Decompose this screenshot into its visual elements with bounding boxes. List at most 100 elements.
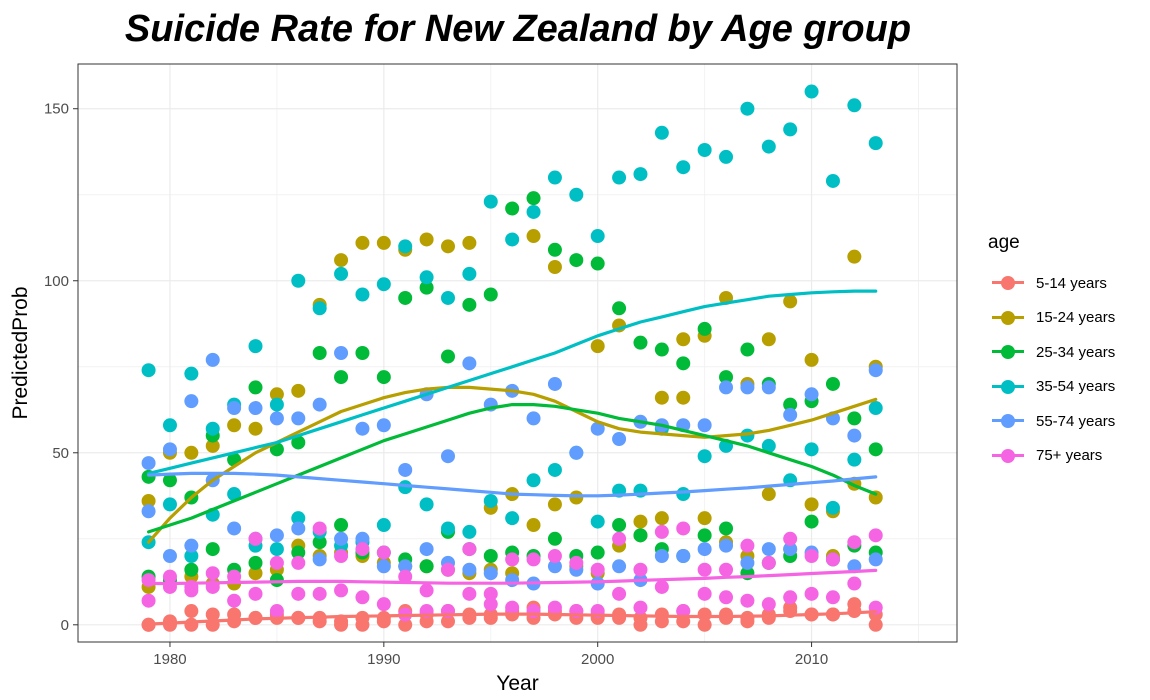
point-25-34-years (248, 555, 263, 570)
point-35-54-years (269, 542, 284, 557)
point-75plus-years (334, 548, 349, 563)
point-55-74-years (312, 552, 327, 567)
point-75plus-years (419, 583, 434, 598)
point-75plus-years (547, 548, 562, 563)
point-15-24-years (633, 514, 648, 529)
point-35-54-years (547, 170, 562, 185)
point-55-74-years (334, 346, 349, 360)
point-75plus-years (398, 569, 413, 584)
point-55-74-years (719, 380, 734, 395)
point-25-34-years (612, 518, 627, 533)
point-35-54-years (612, 170, 627, 185)
point-75plus-years (227, 569, 242, 584)
point-55-74-years (355, 531, 370, 546)
point-75plus-years (312, 586, 327, 601)
legend-label: 35-54 years (1036, 378, 1116, 396)
point-15-24-years (462, 235, 477, 250)
point-35-54-years (248, 339, 263, 354)
point-75plus-years (291, 555, 306, 570)
point-75plus-years (547, 600, 562, 615)
point-55-74-years (141, 504, 156, 519)
point-55-74-years (162, 548, 177, 563)
point-75plus-years (612, 586, 627, 601)
point-35-54-years (676, 160, 691, 175)
point-55-74-years (227, 521, 242, 536)
point-75plus-years (269, 555, 284, 570)
point-75plus-years (740, 538, 755, 553)
point-35-54-years (526, 473, 541, 488)
point-35-54-years (825, 173, 840, 188)
point-75plus-years (697, 562, 712, 577)
y-tick-label: 150 (44, 101, 69, 118)
point-35-54-years (419, 270, 434, 285)
point-15-24-years (291, 383, 306, 398)
point-35-54-years (141, 363, 156, 378)
point-35-54-years (483, 194, 498, 209)
point-75plus-years (654, 524, 669, 539)
point-75plus-years (804, 548, 819, 563)
point-35-54-years (355, 287, 370, 302)
point-75plus-years (376, 545, 391, 560)
point-15-24-years (783, 294, 798, 309)
point-55-74-years (526, 411, 541, 426)
point-35-54-years (398, 239, 413, 254)
point-75plus-years (825, 552, 840, 567)
point-5-14-years (184, 604, 199, 619)
legend-label: 5-14 years (1036, 274, 1107, 292)
point-35-54-years (376, 518, 391, 533)
point-55-74-years (868, 363, 883, 378)
point-35-54-years (462, 524, 477, 539)
point-25-34-years (590, 545, 605, 560)
point-5-14-years (633, 617, 648, 632)
point-55-74-years (612, 432, 627, 447)
point-55-74-years (291, 521, 306, 536)
point-35-54-years (590, 514, 605, 529)
chart-title: Suicide Rate for New Zealand by Age grou… (124, 8, 912, 50)
point-55-74-years (783, 407, 798, 422)
point-75plus-years (248, 531, 263, 546)
point-55-74-years (355, 421, 370, 436)
point-35-54-years (205, 421, 220, 436)
point-75plus-years (868, 528, 883, 543)
point-75plus-years (291, 586, 306, 601)
point-35-54-years (162, 497, 177, 512)
point-15-24-years (569, 490, 584, 505)
point-55-74-years (697, 542, 712, 557)
point-55-74-years (612, 559, 627, 574)
point-5-14-years (398, 617, 413, 632)
point-55-74-years (569, 445, 584, 460)
point-15-24-years (269, 387, 284, 402)
point-75plus-years (462, 586, 477, 601)
point-25-34-years (719, 370, 734, 385)
point-5-14-years (440, 614, 455, 629)
point-5-14-years (697, 617, 712, 632)
point-35-54-years (569, 187, 584, 202)
point-35-54-years (868, 136, 883, 151)
point-55-74-years (676, 548, 691, 563)
point-75plus-years (440, 562, 455, 577)
legend-key (988, 273, 1028, 293)
point-55-74-years (334, 531, 349, 546)
point-5-14-years (612, 610, 627, 625)
smooth-line-5-14-years (147, 610, 878, 626)
point-55-74-years (398, 462, 413, 477)
smooth-line-55-74-years (147, 471, 878, 498)
point-55-74-years (483, 566, 498, 581)
point-5-14-years (847, 597, 862, 612)
point-75plus-years (162, 569, 177, 584)
point-35-54-years (740, 101, 755, 116)
point-35-54-years (291, 511, 306, 526)
point-35-54-years (783, 122, 798, 137)
point-55-74-years (440, 449, 455, 464)
point-55-74-years (740, 380, 755, 395)
legend-item-55-74-years: 55-74 years (988, 404, 1115, 439)
point-35-54-years (440, 290, 455, 305)
point-35-54-years (676, 487, 691, 502)
point-35-54-years (269, 397, 284, 412)
point-75plus-years (633, 562, 648, 577)
point-25-34-years (697, 321, 712, 336)
point-75plus-years (269, 604, 284, 619)
point-15-24-years (761, 332, 776, 347)
point-75plus-years (740, 593, 755, 608)
point-75plus-years (761, 555, 776, 570)
